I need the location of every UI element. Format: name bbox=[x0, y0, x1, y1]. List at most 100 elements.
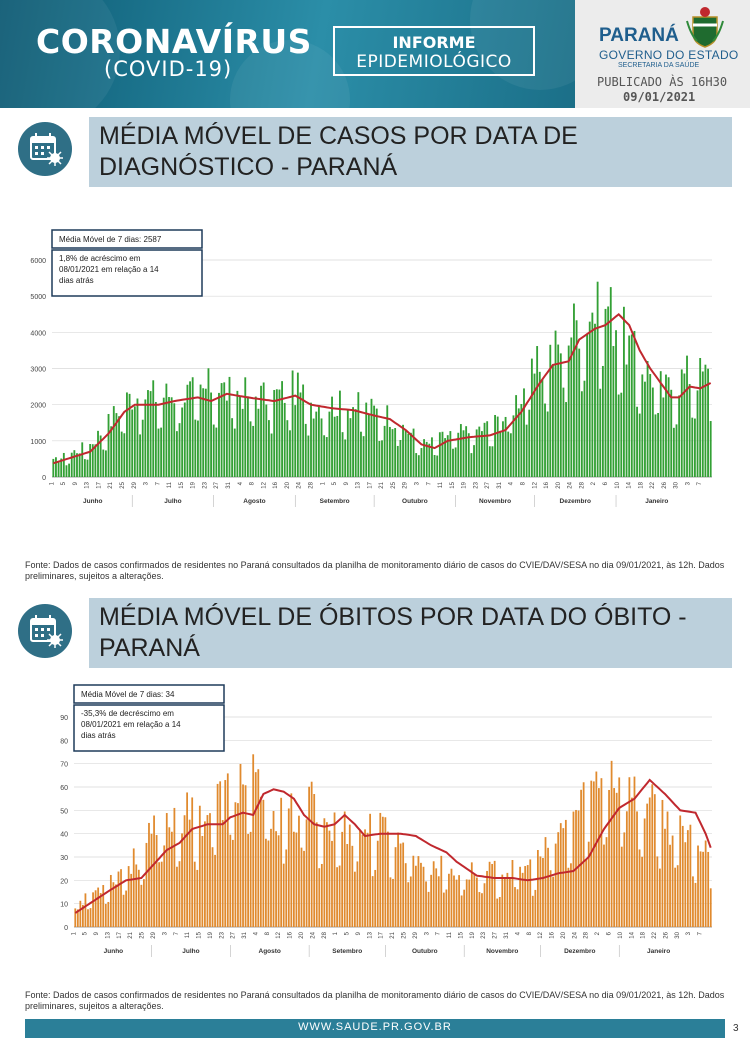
cases-month-label: Agosto bbox=[243, 498, 265, 505]
deaths-bar bbox=[636, 811, 638, 927]
deaths-bar bbox=[267, 840, 270, 927]
deaths-bar bbox=[165, 813, 168, 927]
cases-x-tick-label: 3 bbox=[144, 481, 150, 485]
cases-bar bbox=[686, 355, 688, 477]
cases-bar bbox=[270, 433, 273, 477]
cases-bar bbox=[383, 425, 386, 477]
cases-bar bbox=[118, 416, 120, 477]
cases-x-tick-label: 1 bbox=[320, 481, 326, 485]
deaths-bar bbox=[84, 893, 87, 927]
cases-bar bbox=[499, 430, 502, 477]
cases-bar bbox=[683, 373, 686, 477]
cases-bar bbox=[149, 391, 152, 477]
deaths-bar bbox=[397, 832, 399, 927]
cases-bar bbox=[580, 391, 583, 477]
cases-bar bbox=[425, 441, 428, 477]
deaths-bar bbox=[326, 822, 328, 927]
deaths-bar bbox=[186, 792, 189, 927]
cases-month-label: Novembro bbox=[479, 498, 511, 505]
cases-bar bbox=[162, 397, 165, 477]
cases-bar bbox=[625, 364, 628, 477]
brand-subtitle: (COVID-19) bbox=[104, 57, 233, 81]
deaths-bar bbox=[359, 830, 361, 927]
cases-y-tick-label: 5000 bbox=[30, 294, 46, 301]
cases-bar bbox=[670, 389, 673, 477]
cases-bar bbox=[239, 396, 241, 477]
section-title-cases-line1: MÉDIA MÓVEL DE CASOS POR DATA DE bbox=[99, 122, 578, 150]
deaths-bar bbox=[620, 846, 623, 927]
cases-bar bbox=[675, 424, 678, 477]
cases-bar bbox=[591, 312, 594, 477]
cases-bar bbox=[599, 388, 602, 477]
cases-bar bbox=[628, 335, 631, 477]
deaths-bar bbox=[336, 867, 338, 927]
cases-bar bbox=[525, 424, 528, 477]
deaths-x-tick-label: 25 bbox=[140, 931, 146, 938]
cases-bar bbox=[86, 459, 89, 477]
cases-bar bbox=[315, 411, 318, 477]
cases-bar bbox=[244, 377, 247, 477]
deaths-bar bbox=[641, 856, 643, 927]
cases-bar bbox=[107, 413, 110, 477]
cases-bar bbox=[173, 403, 176, 477]
cases-bar bbox=[362, 436, 365, 477]
cases-x-tick-label: 28 bbox=[579, 481, 585, 488]
cases-bar bbox=[381, 440, 383, 477]
deaths-x-tick-label: 4 bbox=[515, 931, 521, 935]
deaths-bar bbox=[127, 866, 130, 927]
cases-x-tick-label: 16 bbox=[544, 481, 550, 488]
deaths-bar bbox=[160, 861, 163, 927]
cases-bar bbox=[462, 430, 465, 477]
cases-bar bbox=[344, 439, 347, 477]
deaths-bar bbox=[262, 799, 265, 927]
deaths-bar bbox=[104, 903, 107, 927]
cases-bar bbox=[210, 392, 213, 477]
deaths-month-label: Novembro bbox=[486, 948, 518, 955]
cases-x-tick-label: 3 bbox=[685, 481, 691, 485]
deaths-bar bbox=[244, 785, 247, 927]
deaths-bar bbox=[488, 861, 491, 927]
deaths-bar bbox=[125, 890, 127, 927]
deaths-bar bbox=[310, 781, 313, 927]
cases-bar bbox=[60, 458, 63, 477]
cases-bar bbox=[680, 369, 683, 477]
cases-bar bbox=[594, 323, 596, 477]
deaths-bar bbox=[82, 904, 84, 927]
cases-bar bbox=[696, 390, 699, 477]
cases-bar bbox=[275, 389, 278, 477]
deaths-bar bbox=[585, 859, 588, 927]
cases-bar bbox=[620, 392, 623, 477]
footer-url[interactable]: WWW.SAUDE.PR.GOV.BR bbox=[298, 1021, 452, 1033]
cases-bar bbox=[615, 330, 617, 477]
deaths-bar bbox=[323, 818, 326, 927]
cases-bar bbox=[388, 426, 391, 477]
deaths-bar bbox=[631, 797, 633, 927]
deaths-bar bbox=[646, 803, 649, 927]
cases-bar bbox=[296, 372, 299, 477]
cases-annotation-line: dias atrás bbox=[59, 276, 94, 285]
deaths-bar bbox=[170, 831, 173, 927]
section-title-cases: MÉDIA MÓVEL DE CASOS POR DATA DE DIAGNÓS… bbox=[89, 117, 732, 187]
deaths-bar bbox=[252, 754, 255, 927]
cases-bar bbox=[607, 306, 610, 477]
cases-x-tick-label: 5 bbox=[61, 481, 67, 485]
cases-bar bbox=[202, 388, 205, 477]
deaths-bar bbox=[501, 874, 504, 927]
cases-bar bbox=[386, 405, 389, 477]
deaths-bar bbox=[320, 863, 323, 927]
deaths-bar bbox=[445, 889, 448, 927]
cases-bar bbox=[68, 463, 71, 477]
cases-x-tick-label: 1 bbox=[49, 481, 55, 485]
cases-bar bbox=[507, 431, 510, 477]
cases-bar bbox=[320, 418, 323, 477]
deaths-bar bbox=[135, 864, 138, 927]
cases-bar bbox=[186, 384, 189, 477]
cases-bar bbox=[567, 345, 570, 477]
cases-bar bbox=[651, 387, 654, 477]
deaths-bar bbox=[188, 819, 191, 927]
cases-bar bbox=[601, 365, 604, 477]
deaths-bar bbox=[371, 876, 374, 927]
cases-bar bbox=[441, 431, 444, 477]
cases-bar bbox=[139, 434, 142, 477]
deaths-x-tick-label: 29 bbox=[413, 931, 419, 938]
